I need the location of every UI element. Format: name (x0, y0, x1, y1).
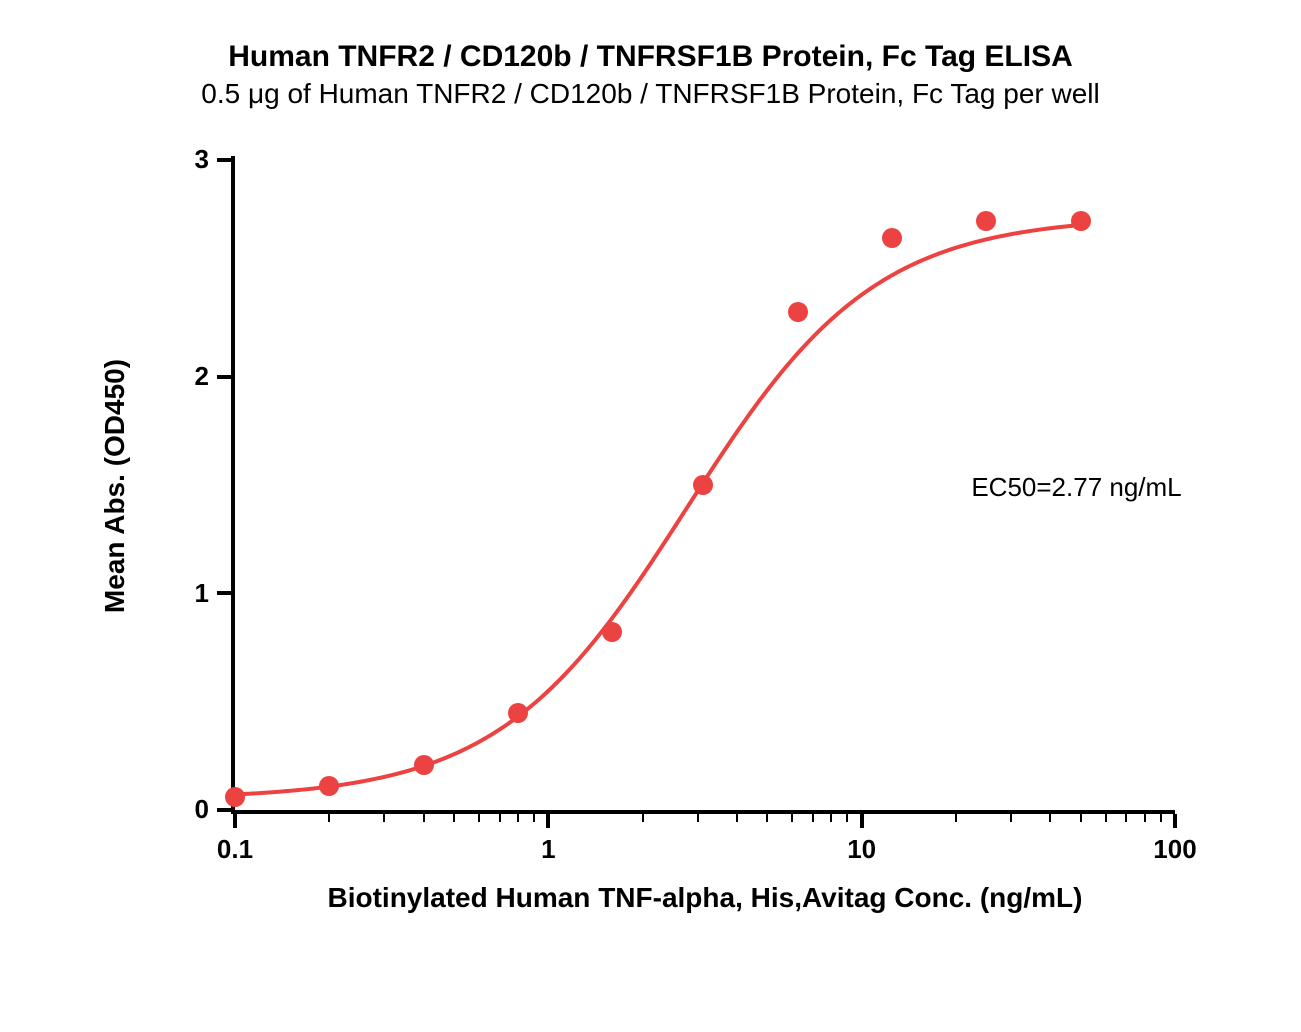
elisa-chart: Human TNFR2 / CD120b / TNFRSF1B Protein,… (0, 0, 1301, 1032)
x-tick-minor (517, 814, 519, 822)
x-tick-label: 10 (822, 834, 902, 865)
x-tick-minor (499, 814, 501, 822)
x-tick-minor (1125, 814, 1127, 822)
data-marker (225, 787, 245, 807)
y-tick-label: 1 (195, 578, 209, 609)
x-tick-minor (1105, 814, 1107, 822)
x-axis-label: Biotinylated Human TNF-alpha, His,Avitag… (235, 882, 1175, 914)
sigmoid-path (235, 225, 1081, 794)
data-marker (976, 211, 996, 231)
x-tick-minor (453, 814, 455, 822)
data-marker (319, 776, 339, 796)
x-tick-minor (736, 814, 738, 822)
x-tick-minor (846, 814, 848, 822)
x-tick-minor (697, 814, 699, 822)
y-tick (217, 808, 231, 812)
x-tick-major (860, 814, 864, 828)
x-tick-minor (423, 814, 425, 822)
data-marker (788, 302, 808, 322)
x-tick-minor (830, 814, 832, 822)
x-tick-major (1173, 814, 1177, 828)
y-tick-label: 2 (195, 361, 209, 392)
x-tick-minor (791, 814, 793, 822)
x-tick-label: 0.1 (195, 834, 275, 865)
x-tick-minor (328, 814, 330, 822)
x-tick-minor (1160, 814, 1162, 822)
y-axis-label: Mean Abs. (OD450) (99, 286, 131, 686)
chart-title-main: Human TNFR2 / CD120b / TNFRSF1B Protein,… (0, 40, 1301, 74)
y-tick-label: 3 (195, 144, 209, 175)
ec50-annotation: EC50=2.77 ng/mL (971, 472, 1181, 503)
chart-title-sub: 0.5 μg of Human TNFR2 / CD120b / TNFRSF1… (0, 78, 1301, 110)
x-tick-minor (766, 814, 768, 822)
y-tick (217, 591, 231, 595)
y-tick-label: 0 (195, 794, 209, 825)
data-marker (1071, 211, 1091, 231)
x-tick-minor (478, 814, 480, 822)
x-tick-minor (383, 814, 385, 822)
data-marker (882, 228, 902, 248)
x-tick-minor (1144, 814, 1146, 822)
y-axis (231, 156, 235, 810)
x-tick-minor (812, 814, 814, 822)
x-tick-minor (1049, 814, 1051, 822)
x-tick-label: 1 (508, 834, 588, 865)
x-tick-minor (642, 814, 644, 822)
data-marker (414, 755, 434, 775)
data-marker (693, 475, 713, 495)
data-marker (602, 622, 622, 642)
x-tick-label: 100 (1135, 834, 1215, 865)
y-tick (217, 375, 231, 379)
y-tick (217, 158, 231, 162)
x-tick-minor (533, 814, 535, 822)
x-tick-minor (1010, 814, 1012, 822)
x-tick-major (233, 814, 237, 828)
title-block: Human TNFR2 / CD120b / TNFRSF1B Protein,… (0, 40, 1301, 110)
data-marker (508, 703, 528, 723)
x-tick-minor (1080, 814, 1082, 822)
x-tick-major (546, 814, 550, 828)
x-axis (231, 810, 1175, 814)
x-tick-minor (955, 814, 957, 822)
